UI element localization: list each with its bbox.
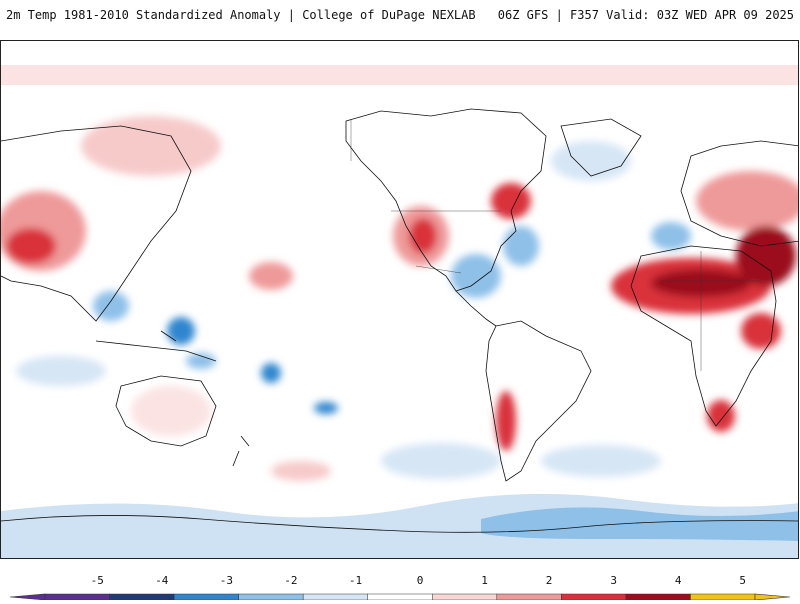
colorbar-tick-label: 5 [739, 574, 747, 587]
map-title: 2m Temp 1981-2010 Standardized Anomaly |… [6, 8, 476, 22]
coastline-new-zealand [232, 435, 250, 467]
anomaly-middle-east-hot [736, 226, 796, 286]
border-us-mexico [415, 265, 462, 274]
anomaly-pacific-cool-2 [261, 363, 281, 383]
coastlines [1, 108, 798, 533]
anomaly-pacific-cool-4 [186, 353, 216, 369]
coastline-asia [1, 125, 192, 322]
anomaly-south-pacific-cool [381, 443, 501, 479]
anomaly-southern-ocean-warm [271, 461, 331, 481]
anomaly-greenland-cool [551, 141, 631, 181]
colorbar-cell [44, 593, 110, 601]
coastline-greenland [560, 118, 642, 177]
colorbar-tick-label: 2 [545, 574, 553, 587]
anomaly-east-africa-warm [741, 313, 781, 349]
colorbar-tick-label: -5 [90, 574, 104, 587]
colorbar-tick-label: 4 [674, 574, 682, 587]
coastline-central-america [455, 290, 497, 327]
anomaly-western-us-hot [409, 218, 437, 254]
colorbar-cell [302, 593, 368, 601]
anomaly-north-pacific-warm [249, 262, 293, 290]
colorbar-tick-label: -1 [348, 574, 363, 587]
colorbar-cell [690, 593, 756, 601]
colorbar-tick-label: -3 [219, 574, 233, 587]
header: 2m Temp 1981-2010 Standardized Anomaly |… [0, 0, 800, 32]
colorbar-tick-label: 3 [610, 574, 617, 587]
colorbar: -5 -4 -3 -2 -1 0 1 2 3 4 5 [0, 566, 800, 601]
anomaly-siberia-warm [81, 116, 221, 176]
colorbar-tick-label: -2 [284, 574, 298, 587]
colorbar-cell [432, 593, 498, 601]
map-panel [0, 40, 799, 559]
anomaly-south-atlantic-cool [541, 445, 661, 477]
coastline-australia [115, 375, 217, 447]
anomaly-north-atlantic-cool [651, 222, 691, 250]
anomaly-pacific-cool-3 [314, 402, 338, 414]
anomaly-map [1, 41, 798, 558]
coastline-north-america [345, 108, 547, 292]
anomaly-central-asia-hot [6, 228, 56, 264]
anomaly-australia-warm [131, 386, 211, 436]
political-borders [350, 119, 761, 371]
arctic-warm-band [1, 65, 798, 85]
colorbar-cell [238, 593, 304, 601]
anomaly-china-cool [93, 291, 129, 321]
colorbar-cell [367, 593, 433, 601]
anomaly-pacific-cool-1 [167, 317, 195, 345]
anomaly-gulf-cool [451, 254, 501, 298]
anomaly-andes-warm [496, 391, 516, 451]
anomaly-eastern-canada-warm [491, 183, 531, 219]
colorbar-cell [109, 593, 175, 601]
run-info: 06Z GFS | F357 Valid: 03Z WED APR 09 202… [497, 8, 794, 22]
anomaly-europe-warm [696, 171, 798, 231]
colorbar-arrow-left [9, 593, 46, 601]
anomaly-atlantic-cool [503, 226, 539, 266]
coastline-africa [630, 245, 777, 427]
colorbar-tick-label: 1 [481, 574, 488, 587]
colorbar-cell [173, 593, 239, 601]
coastline-europe [680, 140, 798, 247]
colorbar-cell [625, 593, 691, 601]
colorbar-cell [496, 593, 562, 601]
colorbar-tick-label: 0 [416, 574, 424, 587]
anomaly-south-africa-warm [707, 400, 735, 432]
coastline-south-america [485, 320, 592, 482]
colorbar-tick-label: -4 [155, 574, 169, 587]
anomaly-indian-ocean-cool [16, 356, 106, 386]
colorbar-cell [561, 593, 627, 601]
colorbar-arrow-right [754, 593, 791, 601]
colorbar-scale [9, 593, 791, 601]
coastline-maritime-asia [95, 330, 217, 362]
antarctic-cool-core [481, 507, 798, 541]
coastline-antarctica [1, 515, 798, 533]
